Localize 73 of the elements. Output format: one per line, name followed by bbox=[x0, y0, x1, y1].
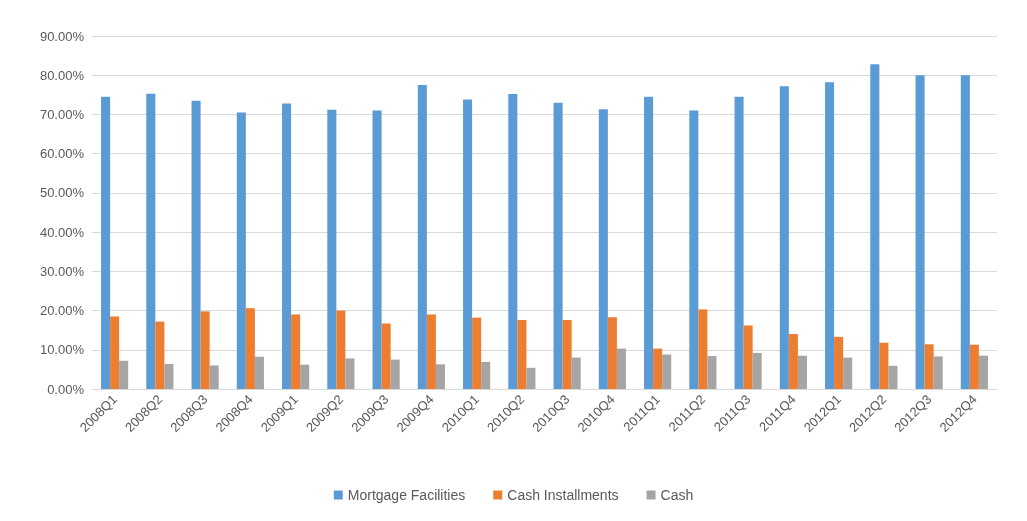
bar bbox=[327, 109, 337, 389]
bar bbox=[191, 100, 201, 389]
bar bbox=[435, 364, 445, 389]
bar bbox=[300, 364, 310, 389]
bar bbox=[734, 96, 744, 389]
y-tick-label: 20.00% bbox=[39, 303, 85, 319]
y-tick-label: 40.00% bbox=[39, 224, 85, 240]
y-tick-label: 0.00% bbox=[47, 381, 85, 397]
bar bbox=[119, 360, 129, 389]
bar bbox=[381, 323, 391, 389]
legend-label: Cash bbox=[660, 487, 694, 503]
bar bbox=[209, 365, 219, 389]
bar bbox=[345, 358, 355, 389]
bar bbox=[870, 64, 880, 389]
bar bbox=[969, 344, 979, 389]
y-tick-label: 90.00% bbox=[39, 28, 85, 44]
bar bbox=[960, 75, 970, 389]
bar bbox=[644, 96, 654, 389]
y-tick-label: 50.00% bbox=[39, 185, 85, 201]
bar bbox=[553, 102, 563, 389]
bar bbox=[825, 82, 835, 389]
bar bbox=[707, 356, 717, 389]
bar bbox=[236, 112, 246, 389]
bar bbox=[562, 319, 572, 389]
bar bbox=[607, 317, 617, 389]
bar bbox=[336, 310, 346, 389]
bar bbox=[743, 325, 753, 389]
bar bbox=[291, 314, 301, 389]
bar bbox=[155, 321, 165, 389]
bar bbox=[779, 86, 789, 389]
bar bbox=[463, 99, 473, 389]
bar bbox=[834, 336, 844, 389]
bar bbox=[879, 342, 889, 389]
bar bbox=[526, 367, 536, 389]
bar bbox=[245, 308, 255, 389]
y-tick-label: 80.00% bbox=[39, 67, 85, 83]
bar bbox=[571, 357, 581, 389]
bar bbox=[653, 348, 663, 389]
bar bbox=[843, 357, 853, 389]
bar bbox=[933, 356, 943, 389]
legend-label: Cash Installments bbox=[507, 487, 619, 503]
bar bbox=[164, 363, 174, 389]
bar bbox=[616, 348, 626, 389]
bar bbox=[978, 355, 988, 389]
bar bbox=[372, 110, 382, 389]
bar bbox=[924, 344, 934, 389]
bar bbox=[282, 103, 292, 389]
bar bbox=[481, 361, 491, 389]
bar bbox=[788, 334, 798, 389]
bar bbox=[472, 317, 482, 389]
bar bbox=[752, 352, 762, 389]
bar bbox=[426, 314, 436, 389]
bar bbox=[517, 319, 527, 389]
bar bbox=[698, 309, 708, 389]
bar bbox=[689, 110, 699, 389]
y-tick-label: 60.00% bbox=[39, 146, 85, 162]
bar bbox=[797, 355, 807, 389]
bar bbox=[662, 354, 672, 389]
bar bbox=[598, 109, 608, 389]
bar bbox=[146, 93, 156, 389]
y-tick-label: 70.00% bbox=[39, 106, 85, 122]
y-tick-label: 10.00% bbox=[39, 342, 85, 358]
bar bbox=[508, 94, 518, 389]
bar bbox=[417, 85, 427, 389]
bar bbox=[110, 316, 120, 389]
bar bbox=[200, 311, 210, 389]
legend-label: Mortgage Facilities bbox=[347, 487, 466, 503]
bar bbox=[254, 356, 264, 389]
bar bbox=[888, 365, 898, 389]
y-tick-label: 30.00% bbox=[39, 263, 85, 279]
bar bbox=[915, 75, 925, 389]
bar bbox=[101, 96, 111, 389]
bar bbox=[390, 359, 400, 389]
